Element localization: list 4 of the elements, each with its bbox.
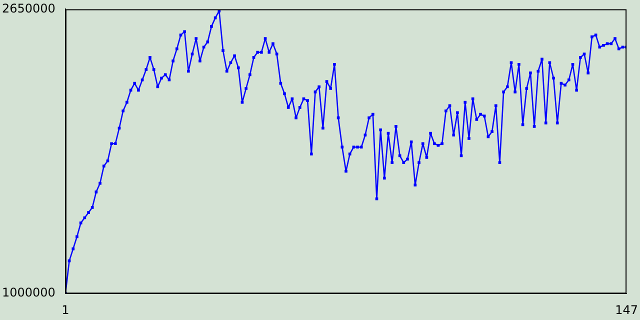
y-tick-label: 1000000 <box>2 286 56 300</box>
x-tick-label: 147 <box>615 302 638 317</box>
x-tick-label: 1 <box>62 302 70 317</box>
y-tick-label: 2650000 <box>2 1 56 16</box>
